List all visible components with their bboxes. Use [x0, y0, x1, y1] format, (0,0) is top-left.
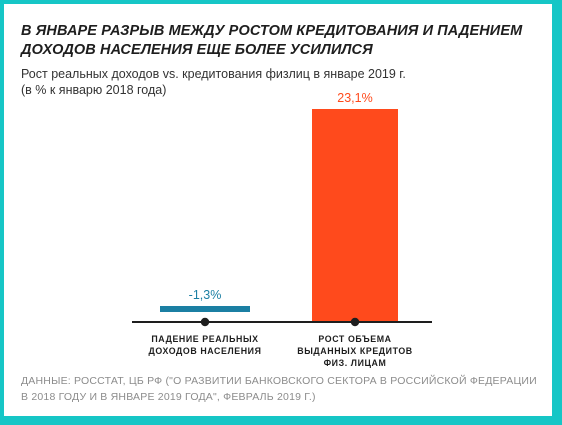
bar-1	[160, 306, 250, 312]
chart-title: В ЯНВАРЕ РАЗРЫВ МЕЖДУ РОСТОМ КРЕДИТОВАНИ…	[21, 23, 523, 58]
category-label-2-line-3: ФИЗ. ЛИЦАМ	[324, 358, 387, 368]
subtitle-line-2: (в % к январю 2018 года)	[21, 83, 167, 97]
bar-2	[312, 109, 398, 321]
chart-card	[4, 4, 552, 416]
category-label-2-line-2: ВЫДАННЫХ КРЕДИТОВ	[297, 346, 412, 356]
tick-dot-1	[200, 317, 210, 327]
tick-dot-2	[350, 317, 360, 327]
source-line-2: В 2018 ГОДУ И В ЯНВАРЕ 2019 ГОДА", ФЕВРА…	[21, 390, 316, 403]
subtitle-line-1: Рост реальных доходов vs. кредитования ф…	[21, 67, 406, 81]
category-label-1-line-2: ДОХОДОВ НАСЕЛЕНИЯ	[149, 346, 262, 356]
chart-subtitle: Рост реальных доходов vs. кредитования ф…	[21, 66, 541, 98]
category-label-2-line-1: РОСТ ОБЪЕМА	[318, 334, 391, 344]
source-line-1: ДАННЫЕ: РОССТАТ, ЦБ РФ ("О РАЗВИТИИ БАНК…	[21, 375, 537, 387]
value-label-1: -1,3%	[189, 288, 222, 302]
category-label-1-line-1: ПАДЕНИЕ РЕАЛЬНЫХ	[151, 334, 258, 344]
value-label-2: 23,1%	[337, 91, 372, 105]
source-note: ДАННЫЕ: РОССТАТ, ЦБ РФ ("О РАЗВИТИИ БАНК…	[21, 374, 541, 405]
